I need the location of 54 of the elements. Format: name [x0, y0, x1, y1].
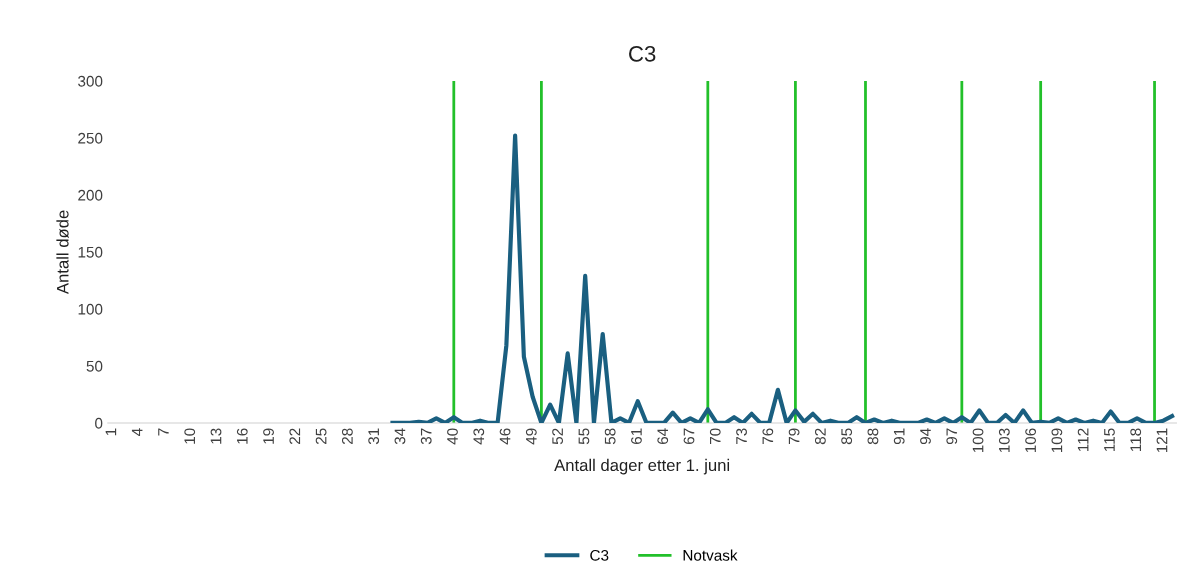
x-tick-label: 4: [131, 428, 143, 436]
x-tick-label: 49: [525, 428, 537, 445]
x-tick-label: 97: [946, 428, 958, 445]
x-tick-label: 73: [736, 428, 747, 445]
x-tick-label: 109: [1051, 428, 1063, 453]
x-tick-label: 58: [604, 428, 616, 445]
y-axis-title: Antall døde: [56, 210, 69, 295]
y-tick-label: 150: [78, 246, 103, 258]
x-tick-label: 7: [158, 428, 169, 436]
x-tick-label: 28: [341, 428, 353, 445]
x-tick-label: 55: [578, 428, 590, 445]
x-tick-label: 115: [1104, 428, 1115, 451]
x-tick-label: 31: [368, 428, 380, 445]
y-tick-label: 300: [78, 75, 103, 87]
x-tick-label: 91: [893, 428, 905, 445]
x-axis-title: Antall dager etter 1. juni: [554, 458, 730, 475]
x-tick-label: 106: [1025, 428, 1037, 453]
x-tick-label: 16: [236, 428, 248, 444]
x-tick-label: 64: [657, 428, 669, 445]
x-tick-label: 43: [473, 428, 485, 445]
legend-label: C3: [590, 549, 609, 561]
line-series: [390, 133, 1175, 423]
x-tick-label: 85: [841, 428, 853, 445]
x-tick-label: 37: [420, 428, 432, 445]
x-tick-label: 46: [499, 428, 511, 445]
chart-title: C3: [629, 45, 656, 62]
x-tick-label: 118: [1130, 428, 1142, 451]
x-tick-label: 103: [998, 428, 1010, 453]
x-tick-label: 121: [1156, 428, 1168, 453]
x-tick-label: 61: [631, 428, 642, 445]
x-tick-label: 25: [315, 428, 327, 445]
x-tick-label: 79: [788, 428, 800, 445]
y-tick-label: 50: [86, 360, 103, 372]
legend-label: Notvask: [683, 549, 738, 561]
x-tick-label: 94: [920, 428, 931, 445]
x-tick-label: 34: [394, 428, 406, 445]
x-tick-label: 100: [972, 428, 984, 453]
x-tick-label: 82: [814, 428, 826, 445]
y-tick-label: 0: [95, 417, 103, 429]
x-tick-label: 1: [105, 428, 117, 436]
y-tick-label: 100: [78, 303, 103, 315]
x-tick-label: 52: [552, 428, 564, 445]
x-tick-label: 40: [447, 428, 458, 445]
x-tick-label: 76: [762, 428, 774, 445]
x-tick-label: 67: [683, 428, 695, 445]
y-tick-label: 200: [78, 189, 103, 201]
x-tick-label: 19: [263, 428, 274, 444]
x-tick-label: 112: [1077, 428, 1089, 451]
x-tick-label: 10: [184, 428, 196, 444]
y-tick-label: 250: [78, 132, 103, 144]
x-tick-label: 88: [867, 428, 879, 445]
x-tick-label: 70: [709, 428, 721, 445]
x-tick-label: 22: [289, 428, 301, 445]
x-tick-label: 13: [210, 428, 222, 444]
